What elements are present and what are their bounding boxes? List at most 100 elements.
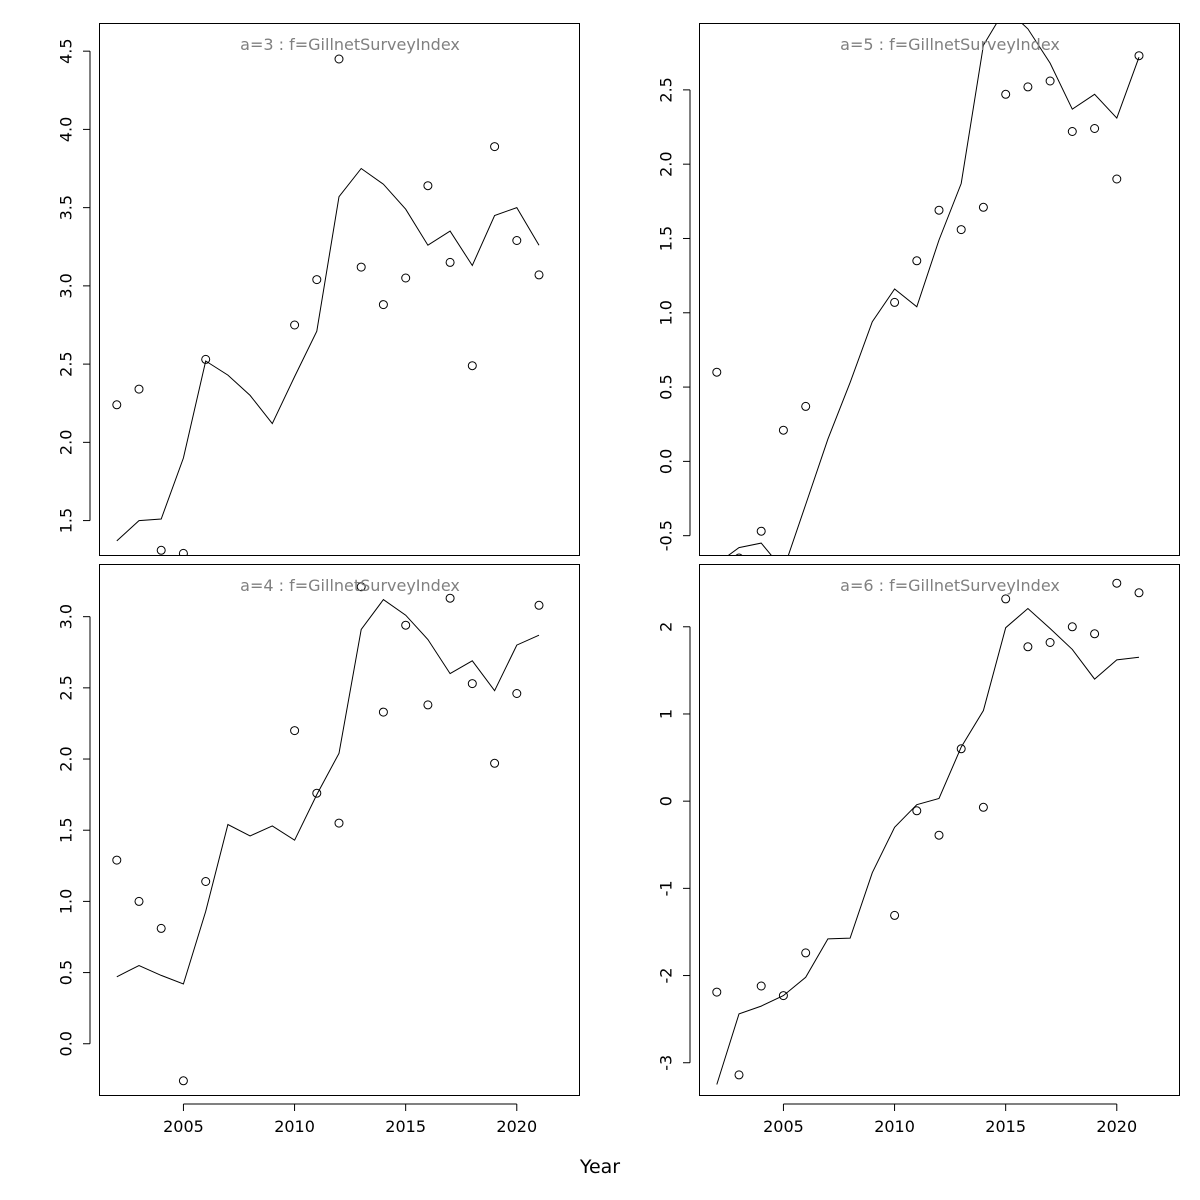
observed-point [778,991,788,1001]
observed-point [490,142,500,152]
observed-point [378,300,388,310]
plot-area [112,54,544,555]
observed-point [378,707,388,717]
plot-frame [99,23,580,556]
plot-area [112,582,544,1086]
panel-title: a=6 : f=GillnetSurveyIndex [840,576,1060,595]
observed-point [735,553,743,555]
observed-point [201,877,211,886]
panel-4: -3 -2 -1 0 1 2 2005 2010 2015 2020 a=6 : f=Gillnet… [657,564,1180,1136]
x-tick-label: 2010 [874,1117,915,1136]
y-tick-label: 3.0 [57,604,76,629]
observed-point [912,256,922,266]
observed-point [134,384,144,394]
x-tick-label: 2015 [385,1117,426,1136]
observed-point [934,830,944,840]
y-tick-label: 2.0 [57,430,76,455]
plot-frame [699,23,1180,556]
observed-point [178,548,188,555]
observed-point [156,545,166,555]
observed-point [1134,51,1144,61]
y-tick-label: -3 [657,1055,676,1071]
x-axis-label: Year [579,1156,621,1178]
fitted-series-line [728,23,1140,555]
y-tick-label: -2 [657,968,676,984]
y-tick-label: 4.5 [57,38,76,63]
observed-point [801,948,811,958]
observed-point [1067,622,1077,632]
observed-point [1134,588,1144,598]
fitted-series-line [116,167,540,542]
x-tick-label: 2005 [763,1117,804,1136]
observed-point [134,896,144,906]
observed-point [956,744,966,754]
observed-point [801,401,811,411]
observed-point [1090,124,1100,133]
y-tick-label: 0.0 [57,1031,76,1056]
observed-point [1023,642,1033,652]
observed-point [712,367,722,377]
observed-point [934,205,944,215]
observed-point [401,273,411,283]
y-tick-label: 2.5 [657,77,676,102]
panel-3: 0.0 0.5 1.0 1.5 2.0 2.5 3.0 2005 2010 2015 2020 a=4… [57,564,580,1136]
observed-point [534,270,544,280]
observed-point [356,582,366,592]
y-tick-label: 3.5 [57,195,76,220]
panel-title: a=5 : f=GillnetSurveyIndex [840,35,1060,54]
y-tick-label: 4.0 [57,117,76,142]
fitted-series-line [716,607,1140,1085]
observed-point [201,354,211,364]
observed-point [445,257,455,267]
y-tick-label: 1.5 [657,226,676,251]
x-tick-label: 2005 [163,1117,204,1136]
observed-point [912,806,922,816]
x-tick-label: 2015 [985,1117,1026,1136]
observed-point [112,855,122,865]
observed-point [467,361,477,371]
observed-point [423,700,433,710]
observed-point [956,225,966,235]
y-tick-label: 1.0 [57,889,76,914]
y-tick-label: 1.0 [657,300,676,325]
x-tick-label: 2020 [496,1117,537,1136]
observed-point [1090,629,1100,639]
observed-point [1023,82,1033,92]
observed-point [490,758,500,768]
observed-point [756,526,766,536]
y-tick-label: -1 [657,880,676,896]
observed-point [890,297,900,307]
observed-point [312,788,322,798]
observed-point [156,923,166,933]
observed-point [534,600,544,610]
observed-point [978,202,988,212]
observed-point [312,275,322,285]
observed-point [1112,578,1122,588]
fitted-series-line [116,598,540,985]
panel-2: -0.5 0.0 0.5 1.0 1.5 2.0 2.5 a=5 : f=GillnetSur… [657,23,1180,556]
observed-point [467,679,477,689]
panel-1: 1.5 2.0 2.5 3.0 3.5 4.0 4.5 a=3 : f=GillnetSurv… [57,23,580,556]
observed-point [512,236,522,245]
panel-title: a=3 : f=GillnetSurveyIndex [240,35,460,54]
plot-area [712,23,1144,555]
observed-point [778,425,788,435]
observed-point [1045,76,1055,86]
observed-point [734,1070,744,1080]
observed-point [112,400,122,410]
x-tick-label: 2020 [1096,1117,1137,1136]
y-tick-label: 3.0 [57,273,76,298]
observed-point [401,620,411,630]
observed-point [423,181,433,191]
observed-point [334,54,344,64]
observed-point [712,987,722,997]
plot-frame [699,564,1180,1096]
plot-area [712,578,1144,1085]
observed-point [178,1076,188,1086]
y-tick-label: 0 [657,796,676,806]
y-tick-label: 1.5 [57,508,76,533]
observed-point [890,910,900,920]
observed-point [356,262,366,272]
observed-point [1001,594,1011,604]
